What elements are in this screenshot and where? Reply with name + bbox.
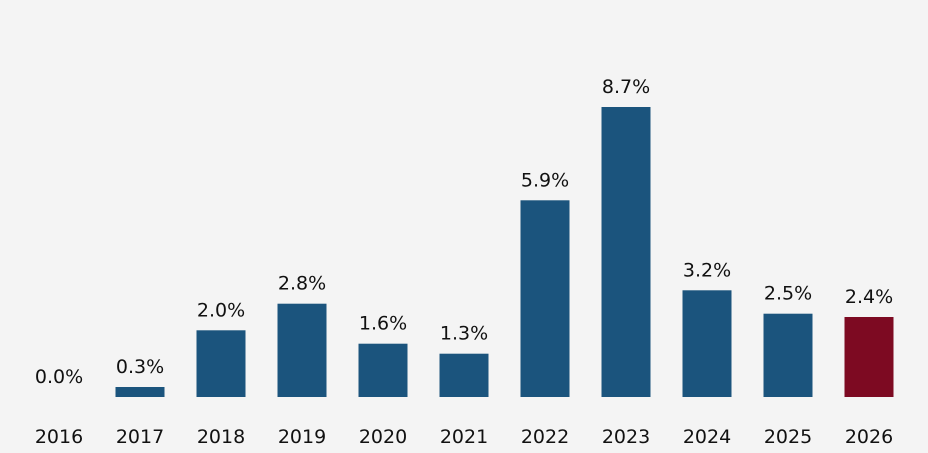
- x-tick-label-2020: 2020: [359, 426, 407, 448]
- x-tick-label-2017: 2017: [116, 426, 164, 448]
- value-label-2025: 2.5%: [764, 283, 812, 305]
- x-tick-label-2025: 2025: [764, 426, 812, 448]
- value-label-2020: 1.6%: [359, 313, 407, 335]
- value-label-2019: 2.8%: [278, 273, 326, 295]
- bar-2020: [358, 343, 408, 397]
- x-axis-tick-labels: 2016 2017 2018 2019 2020 2021 2022 2023 2024 2025…: [35, 426, 893, 448]
- value-label-2023: 8.7%: [602, 76, 650, 98]
- value-labels-layer: 0.0% 0.3% 2.0% 2.8% 1.6% 1.3% 5.9% 8.7% 3.2% 2.5%…: [35, 76, 893, 388]
- x-tick-label-2019: 2019: [278, 426, 326, 448]
- bar-2022: [520, 200, 570, 397]
- bar-2017: [115, 387, 165, 397]
- x-tick-label-2021: 2021: [440, 426, 488, 448]
- bar-2018: [196, 330, 246, 397]
- value-label-2016: 0.0%: [35, 366, 83, 388]
- x-tick-label-2023: 2023: [602, 426, 650, 448]
- x-tick-label-2022: 2022: [521, 426, 569, 448]
- value-label-2022: 5.9%: [521, 169, 569, 191]
- x-tick-label-2016: 2016: [35, 426, 83, 448]
- bar-2024: [682, 290, 732, 397]
- bar-2019: [277, 303, 327, 397]
- value-label-2017: 0.3%: [116, 356, 164, 378]
- x-tick-label-2026: 2026: [845, 426, 893, 448]
- value-label-2024: 3.2%: [683, 259, 731, 281]
- value-label-2018: 2.0%: [197, 299, 245, 321]
- x-tick-label-2024: 2024: [683, 426, 731, 448]
- bar-2025: [763, 313, 813, 397]
- bar-2026: [844, 317, 894, 397]
- value-label-2026: 2.4%: [845, 286, 893, 308]
- x-tick-label-2018: 2018: [197, 426, 245, 448]
- bar-2021: [439, 353, 489, 397]
- bar-2023: [601, 107, 651, 397]
- value-label-2021: 1.3%: [440, 323, 488, 345]
- bars-layer: [115, 107, 894, 397]
